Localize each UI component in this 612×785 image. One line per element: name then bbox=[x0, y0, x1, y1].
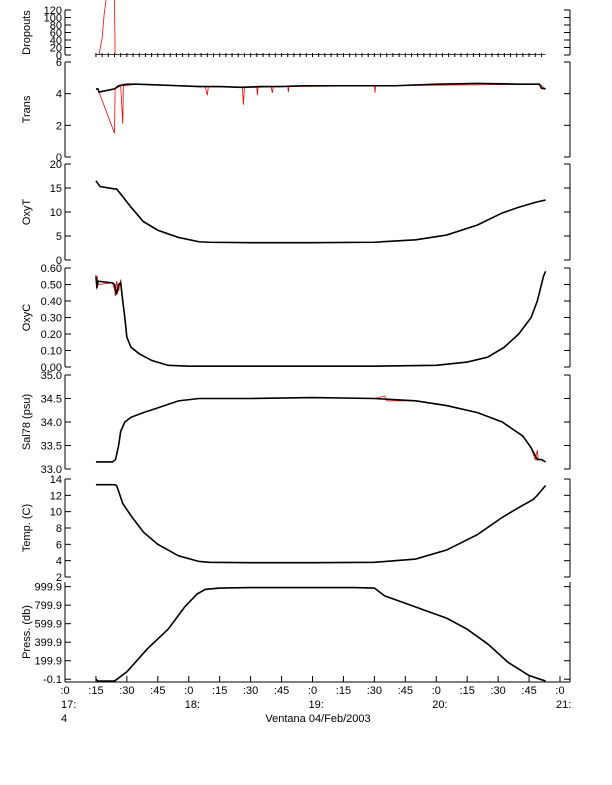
xtick-label: :15 bbox=[336, 685, 351, 697]
trans-ytick-label: 0 bbox=[56, 152, 62, 164]
xtick-label: :30 bbox=[490, 685, 505, 697]
xtick-label: :0 bbox=[184, 685, 193, 697]
temp-clean-series bbox=[95, 483, 547, 564]
press-clean-series bbox=[95, 586, 546, 682]
xtick-label: :45 bbox=[150, 685, 165, 697]
press-ytick-label: 399.9 bbox=[34, 637, 62, 649]
panel-oxyt: 0 5 10 15 20 OxyT bbox=[21, 159, 571, 267]
sal-ytick-label: 35.0 bbox=[41, 370, 62, 382]
trans-ylabel: Trans bbox=[21, 95, 33, 123]
xtick-label: :45 bbox=[274, 685, 289, 697]
oxyt-clean-series bbox=[95, 180, 546, 244]
oxyt-ytick-label: 15 bbox=[50, 183, 62, 195]
oxyt-ytick-label: 10 bbox=[50, 207, 62, 219]
dropouts-ylabel: Dropouts bbox=[21, 10, 33, 55]
xtick-hour: 18: bbox=[185, 699, 200, 711]
oxyt-ytick-label: 20 bbox=[50, 159, 62, 171]
xtick-hour: 20: bbox=[432, 699, 447, 711]
xtick-hour: 17: bbox=[61, 699, 76, 711]
panel-sal: 33.0 33.5 34.0 34.5 35.0 Sal78 (psu) bbox=[21, 370, 571, 476]
xtick-label: :45 bbox=[521, 685, 536, 697]
xtick-label: :0 bbox=[60, 685, 69, 697]
dropouts-ytick-label: 0 bbox=[56, 50, 62, 62]
temp-ytick-label: 10 bbox=[50, 507, 62, 519]
trans-ytick-label: 6 bbox=[56, 57, 62, 69]
oxyt-ytick-label: 0 bbox=[56, 255, 62, 267]
oxyt-ytick-label: 5 bbox=[56, 231, 62, 243]
oxyc-ytick-label: 0.30 bbox=[41, 313, 62, 325]
xtick-label: :30 bbox=[243, 685, 258, 697]
oxyc-ylabel: OxyC bbox=[21, 304, 33, 332]
dropouts-ytick-label: 120 bbox=[44, 5, 62, 17]
xtick-label: :45 bbox=[398, 685, 413, 697]
oxyt-raw-series bbox=[95, 180, 546, 244]
trans-raw-series bbox=[95, 83, 546, 134]
oxyc-ytick-label: 0.50 bbox=[41, 280, 62, 292]
xtick-label: :15 bbox=[88, 685, 103, 697]
panel-trans: 0 2 4 6 Trans bbox=[21, 57, 571, 164]
xtick-label: :0 bbox=[308, 685, 317, 697]
temp-ytick-label: 2 bbox=[56, 572, 62, 584]
oxyc-clean-series bbox=[95, 270, 547, 367]
xtick-day: 4 bbox=[61, 713, 67, 725]
temp-ytick-label: 8 bbox=[56, 523, 62, 535]
oxyc-raw-series bbox=[95, 271, 546, 367]
xtick-label: :15 bbox=[212, 685, 227, 697]
xtick-label: :0 bbox=[432, 685, 441, 697]
dropouts-ytick-label: 80 bbox=[50, 20, 62, 32]
panel-temp: 2 4 6 8 10 12 14 Temp. (C) bbox=[21, 474, 571, 584]
oxyc-ytick-label: 0.10 bbox=[41, 346, 62, 358]
sal-ylabel: Sal78 (psu) bbox=[21, 394, 33, 450]
temp-ytick-label: 6 bbox=[56, 539, 62, 551]
sal-ytick-label: 33.5 bbox=[41, 441, 62, 453]
press-ylabel: Press. (db) bbox=[21, 605, 33, 659]
xtick-label: :0 bbox=[555, 685, 564, 697]
temp-ytick-label: 4 bbox=[56, 556, 62, 568]
oxyc-ytick-label: 0.60 bbox=[41, 263, 62, 275]
oxyc-ytick-label: 0.00 bbox=[41, 362, 62, 374]
temp-ytick-label: 14 bbox=[50, 474, 62, 486]
sal-clean-series bbox=[95, 396, 546, 463]
press-ytick-label: 199.9 bbox=[34, 656, 62, 668]
sal-ytick-label: 34.5 bbox=[41, 394, 62, 406]
press-ytick-label: 799.9 bbox=[34, 600, 62, 612]
sal-ytick-label: 34.0 bbox=[41, 417, 62, 429]
oxyc-ytick-label: 0.40 bbox=[41, 296, 62, 308]
xtick-label: :30 bbox=[367, 685, 382, 697]
press-ytick-label: 599.9 bbox=[34, 619, 62, 631]
dropouts-ytick-label: 20 bbox=[50, 43, 62, 55]
temp-raw-series bbox=[95, 484, 546, 564]
dropouts-ytick-label: 40 bbox=[50, 35, 62, 47]
trans-ytick-label: 2 bbox=[56, 120, 62, 132]
dropouts-ytick-label: 100 bbox=[44, 13, 62, 25]
xtick-hour: 21: bbox=[556, 699, 571, 711]
xtick-hour: 19: bbox=[309, 699, 324, 711]
panel-oxyc: 0.00 0.10 0.20 0.30 0.40 0.50 0.60 OxyC bbox=[21, 263, 571, 374]
sal-ytick-label: 33.0 bbox=[41, 464, 62, 476]
trans-clean-series bbox=[95, 82, 546, 94]
xtick-label: :30 bbox=[119, 685, 134, 697]
dropouts-ytick-label: 60 bbox=[50, 28, 62, 40]
temp-ylabel: Temp. (C) bbox=[21, 504, 33, 552]
x-axis-label: Ventana 04/Feb/2003 bbox=[265, 713, 370, 725]
trans-ytick-label: 4 bbox=[56, 89, 62, 101]
dropouts-raw-series bbox=[95, 0, 546, 55]
press-ytick-label: -0.1 bbox=[43, 674, 62, 686]
temp-ytick-label: 12 bbox=[50, 490, 62, 502]
oxyc-ytick-label: 0.20 bbox=[41, 329, 62, 341]
xtick-label: :15 bbox=[460, 685, 475, 697]
oxyt-ylabel: OxyT bbox=[21, 199, 33, 226]
press-ytick-label: 999.9 bbox=[34, 582, 62, 594]
